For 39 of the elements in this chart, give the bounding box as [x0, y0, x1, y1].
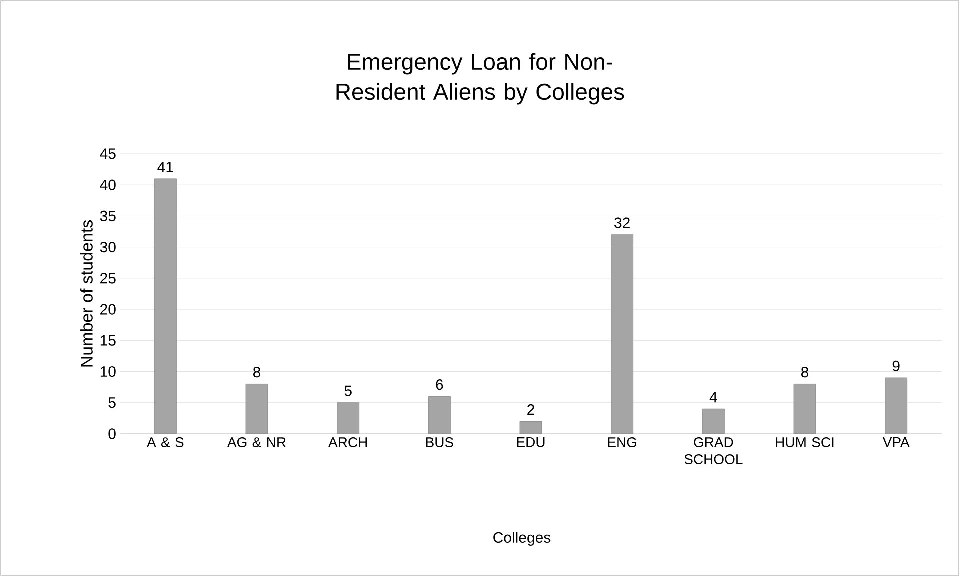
y-tick-label: 25 — [100, 273, 116, 284]
y-tick-label: 15 — [100, 335, 116, 346]
x-axis-title: Colleges — [494, 532, 551, 546]
x-tick-label: A & S — [147, 438, 184, 448]
bar — [702, 408, 725, 434]
y-tick-label: 20 — [100, 304, 116, 315]
x-tick-label: VPA — [882, 438, 910, 448]
bar — [611, 234, 634, 434]
data-label: 6 — [436, 380, 444, 390]
y-tick-label: 35 — [100, 210, 116, 222]
bar — [794, 384, 816, 434]
x-tick-label: BUS — [426, 438, 454, 448]
x-tick-label: ENG — [608, 438, 636, 448]
bar — [154, 178, 177, 434]
y-axis-title: Number of students — [80, 220, 93, 367]
data-label: 2 — [528, 404, 534, 416]
x-tick-label: GRAD SCHOOL — [684, 438, 743, 464]
y-tick-label: 5 — [108, 398, 116, 408]
data-label: 32 — [614, 218, 630, 228]
bar — [246, 384, 268, 434]
y-tick-label: 40 — [100, 180, 116, 190]
data-label: 8 — [801, 367, 809, 378]
data-label: 8 — [253, 367, 261, 378]
data-label: 9 — [892, 360, 900, 372]
y-tick-label: 10 — [100, 366, 116, 378]
y-tick-label: 45 — [100, 148, 116, 160]
y-tick-label: 30 — [100, 242, 116, 253]
y-tick-label: 0 — [108, 428, 116, 440]
x-tick-label: ARCH — [328, 438, 368, 448]
data-label: 5 — [344, 386, 352, 396]
bar — [428, 396, 451, 434]
x-tick-label: HUM SCI — [776, 438, 834, 448]
bar — [885, 378, 908, 434]
x-tick-label: AG & NR — [227, 438, 286, 448]
x-tick-label: EDU — [517, 438, 545, 448]
data-label: 41 — [158, 162, 174, 172]
chart-title: Emergency Loan for Non-Resident Aliens by Colleges — [336, 53, 624, 105]
data-label: 4 — [710, 392, 718, 403]
bar — [337, 402, 360, 434]
